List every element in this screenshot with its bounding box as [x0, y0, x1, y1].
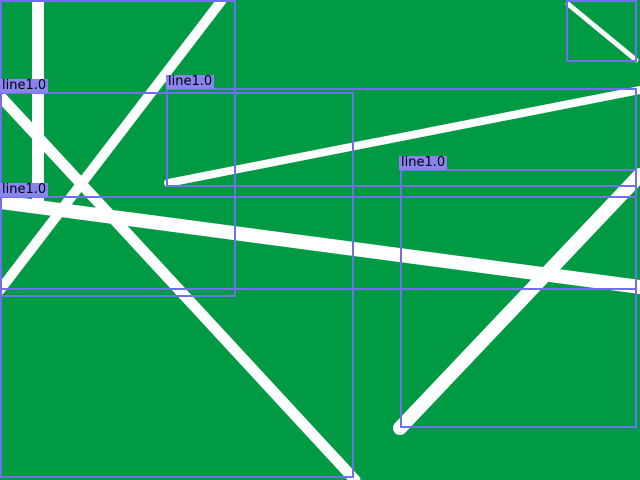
- line-segment: [393, 168, 640, 435]
- line-segment: [0, 0, 227, 295]
- bounding-box: [400, 169, 637, 428]
- line-segment: [0, 195, 640, 294]
- detection-label: line1.0: [0, 78, 49, 93]
- detection-label: line1.0: [399, 155, 448, 170]
- bounding-box: [566, 0, 637, 62]
- line-segment: [164, 86, 640, 187]
- line-segment: [565, 1, 639, 63]
- detection-label: line1.0: [0, 182, 49, 197]
- detection-label: line1.0: [166, 74, 215, 89]
